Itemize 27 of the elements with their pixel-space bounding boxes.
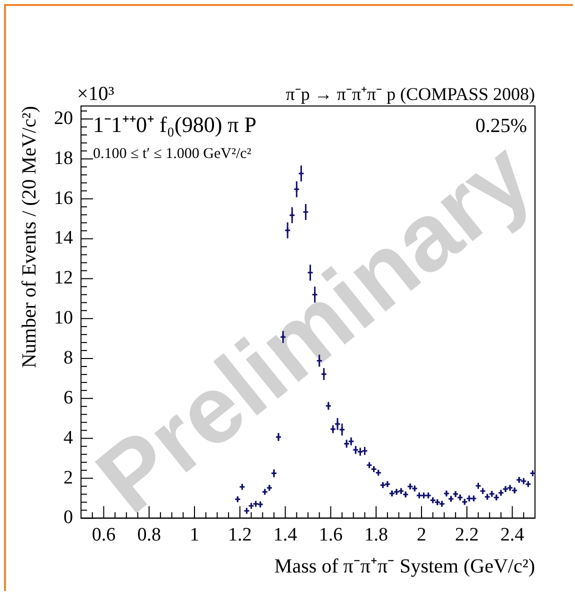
x-tick-label: 0.6 [92, 524, 116, 546]
x-tick-label: 1.8 [364, 524, 388, 546]
y-tick-label: 20 [54, 108, 73, 129]
y-tick-label: 0 [64, 507, 73, 528]
x-tick-label: 1.2 [228, 524, 252, 546]
chart-title: π⁻p → π⁻π⁺π⁻ p (COMPASS 2008) [286, 84, 535, 104]
x-tick-label: 2 [416, 524, 426, 546]
y-tick-label: 10 [54, 308, 73, 329]
x-tick-label: 1.6 [318, 524, 343, 546]
y-tick-label: 4 [64, 427, 74, 448]
y-tick-label: 2 [64, 467, 73, 488]
y-tick-label: 18 [54, 148, 73, 169]
x-axis-title: Mass of π⁻π⁺π⁻ System (GeV/c²) [274, 555, 535, 578]
text: ×10³ [77, 83, 114, 105]
y-tick-label: 14 [54, 228, 74, 249]
x-tick-label: 1 [190, 524, 200, 546]
x-tick-label: 0.8 [137, 524, 161, 546]
annotation: 1⁻1⁺⁺0⁺ f₀(980) π P [93, 112, 256, 137]
y-tick-label: 16 [54, 188, 73, 209]
y-tick-label: 8 [64, 347, 73, 368]
y-tick-label: 12 [54, 268, 73, 289]
x-tick-label: 2.2 [455, 524, 479, 546]
annotation: 0.25% [475, 115, 527, 137]
x-tick-label: 1.4 [273, 524, 298, 546]
y-tick-label: 6 [64, 387, 73, 408]
y-axis-title: Number of Events / (20 MeV/c²) [18, 106, 40, 368]
x-tick-label: 2.4 [500, 524, 525, 546]
